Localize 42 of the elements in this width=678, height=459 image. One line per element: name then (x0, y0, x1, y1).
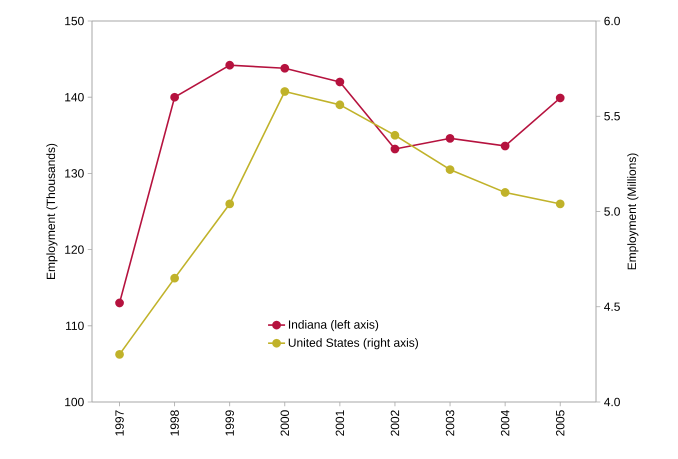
point (225, 60, 234, 70)
x-tick-label: 2005 (556, 410, 564, 436)
point (556, 94, 565, 102)
y-tick-label: 110 (66, 322, 84, 330)
point (280, 87, 290, 96)
x-tick-label: 2000 (280, 410, 290, 436)
y2-axis-title: Employment (Millions) (627, 153, 638, 270)
point (335, 100, 344, 110)
x-tick-label: 2004 (500, 410, 510, 436)
y-tick-label: 150 (65, 16, 84, 26)
y2-tick-label: 5.5 (604, 112, 620, 120)
y-axis-title: Employment (Thousands) (46, 144, 58, 279)
x-tick-label: 1999 (225, 410, 234, 436)
point (390, 144, 400, 154)
point (115, 350, 124, 359)
point (500, 142, 510, 150)
y-tick-label: 130 (65, 169, 84, 178)
x-tick-label: 1998 (170, 410, 179, 436)
y2-tick-label: 4.0 (604, 398, 620, 406)
y2-tick-label: 6.0 (604, 16, 620, 26)
x-tick-label: 1997 (115, 410, 124, 436)
y-tick-label: 140 (65, 92, 84, 102)
point (556, 199, 565, 208)
legend-label: United States (right axis) (288, 338, 418, 350)
point (335, 78, 344, 86)
point (500, 188, 510, 197)
legend-label: Indiana (left axis) (288, 320, 378, 332)
y-tick-label: 120 (65, 245, 84, 254)
x-tick-label: 2002 (390, 410, 400, 436)
x-tick-label: 2001 (336, 410, 344, 436)
point (115, 298, 124, 308)
y2-tick-label: 4.5 (604, 302, 620, 311)
point (390, 130, 400, 140)
point (446, 134, 454, 143)
x-tick-label: 2003 (446, 410, 454, 436)
point (225, 199, 234, 208)
y-tick-label: 100 (65, 398, 84, 406)
point (170, 274, 180, 283)
point (446, 165, 454, 174)
point (280, 64, 290, 73)
point (170, 92, 180, 102)
y2-tick-label: 5.0 (604, 207, 620, 216)
